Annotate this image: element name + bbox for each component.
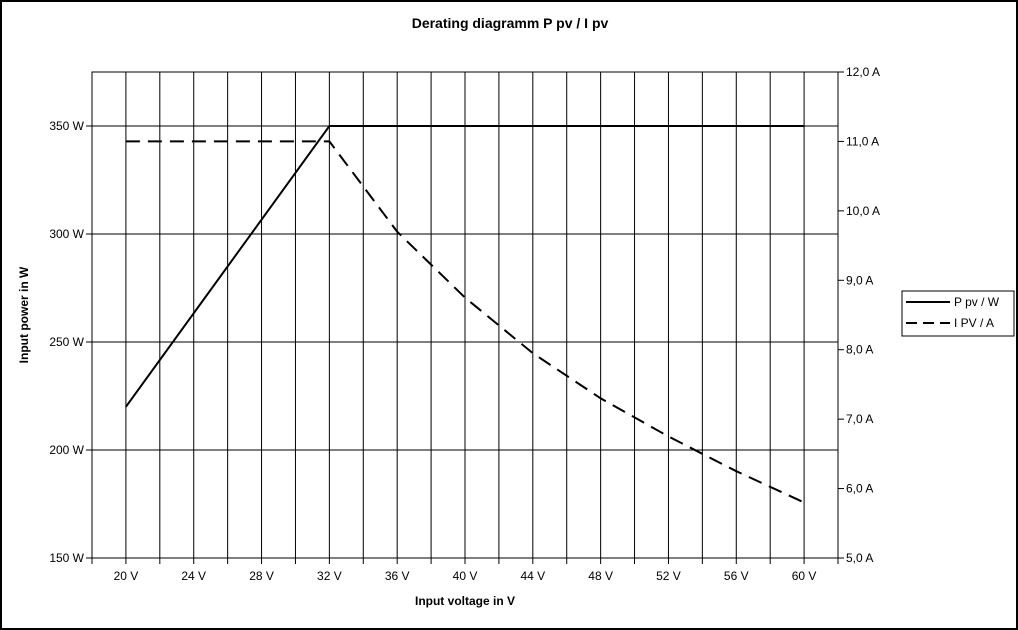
series-layer: [125, 125, 805, 504]
left-y-tick-label: 200 W: [49, 443, 84, 457]
current-series-line: [125, 140, 805, 504]
right-y-tick-label: 5,0 A: [846, 551, 873, 565]
right-y-tick-label: 11,0 A: [846, 134, 879, 148]
x-tick-label: 60 V: [792, 569, 817, 583]
legend-box: [901, 290, 1015, 337]
left-y-tick-label: 150 W: [49, 551, 84, 565]
chart-title: Derating diagramm P pv / I pv: [412, 15, 609, 31]
x-tick-label: 56 V: [724, 569, 749, 583]
right-y-tick-label: 9,0 A: [846, 273, 873, 287]
right-y-tick-label: 8,0 A: [846, 343, 873, 357]
grid-lines: [92, 72, 838, 558]
right-y-axis: 5,0 A 6,0 A 7,0 A 8,0 A 9,0 A 10,0 A 11,0 A 12,…: [838, 65, 880, 565]
right-y-tick-label: 7,0 A: [846, 412, 873, 426]
right-y-tick-label: 10,0 A: [846, 204, 880, 218]
right-y-tick-label: 6,0 A: [846, 482, 873, 496]
x-tick-label: 52 V: [656, 569, 681, 583]
legend-label: P pv / W: [954, 295, 1000, 309]
left-y-axis: 150 W 200 W 250 W 300 W 350 W: [49, 119, 92, 565]
power-series-line: [125, 125, 805, 408]
left-y-tick-label: 350 W: [49, 119, 84, 133]
x-axis: 20 V 24 V 28 V 32 V 36 V 40 V 44 V 48 V 52 V 56 V…: [91, 558, 839, 583]
legend: P pv / W I PV / A: [901, 290, 1015, 337]
y-axis-title-left: Input power in W: [17, 266, 31, 363]
x-tick-label: 32 V: [317, 569, 342, 583]
left-y-tick-label: 300 W: [49, 227, 84, 241]
left-y-tick-label: 250 W: [49, 335, 84, 349]
x-tick-label: 20 V: [114, 569, 139, 583]
x-tick-label: 40 V: [453, 569, 478, 583]
legend-label: I PV / A: [954, 316, 994, 330]
right-y-tick-label: 12,0 A: [846, 65, 880, 79]
x-tick-label: 24 V: [181, 569, 206, 583]
x-tick-label: 48 V: [588, 569, 613, 583]
x-tick-label: 28 V: [249, 569, 274, 583]
x-tick-label: 36 V: [385, 569, 410, 583]
x-tick-label: 44 V: [520, 569, 545, 583]
x-axis-title: Input voltage in V: [415, 594, 515, 608]
